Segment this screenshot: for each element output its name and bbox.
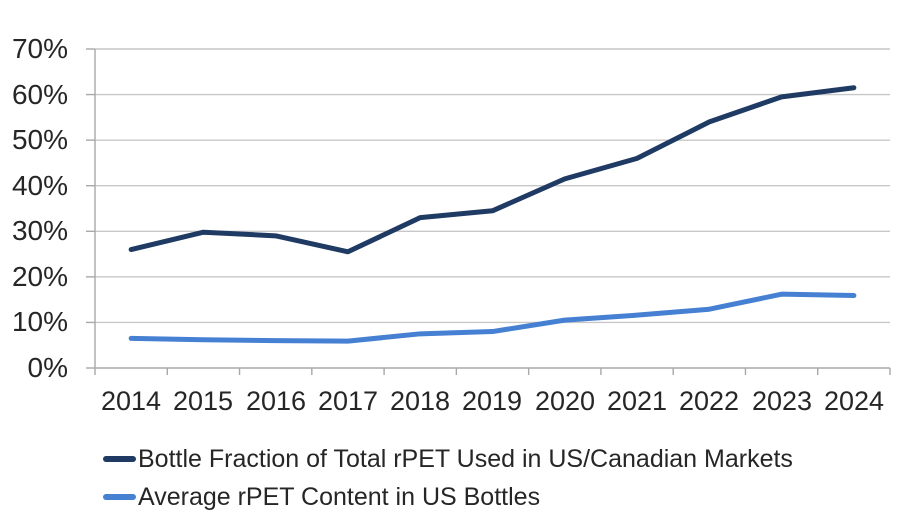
x-tick-label-2017: 2017 (317, 386, 379, 416)
x-tick-label-2014: 2014 (100, 386, 162, 416)
x-tick-label-2022: 2022 (678, 386, 740, 416)
y-tick-label-40: 40% (11, 169, 68, 201)
legend-label-bottle-fraction: Bottle Fraction of Total rPET Used in US… (138, 445, 793, 473)
x-tick-label-2023: 2023 (751, 386, 813, 416)
y-tick-label-60: 60% (11, 78, 68, 110)
x-tick-label-2015: 2015 (172, 386, 234, 416)
series-line-0 (128, 85, 857, 255)
y-tick-label-10: 10% (11, 306, 68, 338)
legend-item-average-content: Average rPET Content in US Bottles (103, 478, 793, 516)
x-tick-label-2020: 2020 (534, 386, 596, 416)
x-tick-label-2018: 2018 (389, 386, 451, 416)
legend: Bottle Fraction of Total rPET Used in US… (103, 440, 793, 516)
series-line-1 (128, 291, 857, 344)
plot-area (86, 48, 891, 375)
y-tick-label-30: 30% (11, 215, 68, 247)
y-tick-label-0: 0% (27, 352, 68, 383)
x-axis-labels: 2014 2015 2016 2017 2018 2019 2020 2021 … (0, 386, 907, 420)
y-tick-label-20: 20% (11, 260, 68, 292)
x-tick-label-2024: 2024 (823, 386, 885, 416)
legend-item-bottle-fraction: Bottle Fraction of Total rPET Used in US… (103, 440, 793, 478)
legend-swatch-dark-line-icon (103, 456, 136, 462)
legend-label-average-content: Average rPET Content in US Bottles (138, 483, 541, 511)
y-tick-label-70: 70% (11, 33, 68, 64)
x-tick-label-2019: 2019 (461, 386, 523, 416)
legend-swatch-light-line-icon (103, 494, 136, 500)
x-tick-label-2016: 2016 (245, 386, 307, 416)
y-axis-labels: 70% 60% 50% 40% 30% 20% 10% 0% (0, 0, 68, 430)
x-tick-label-2021: 2021 (606, 386, 668, 416)
y-tick-label-50: 50% (11, 124, 68, 156)
